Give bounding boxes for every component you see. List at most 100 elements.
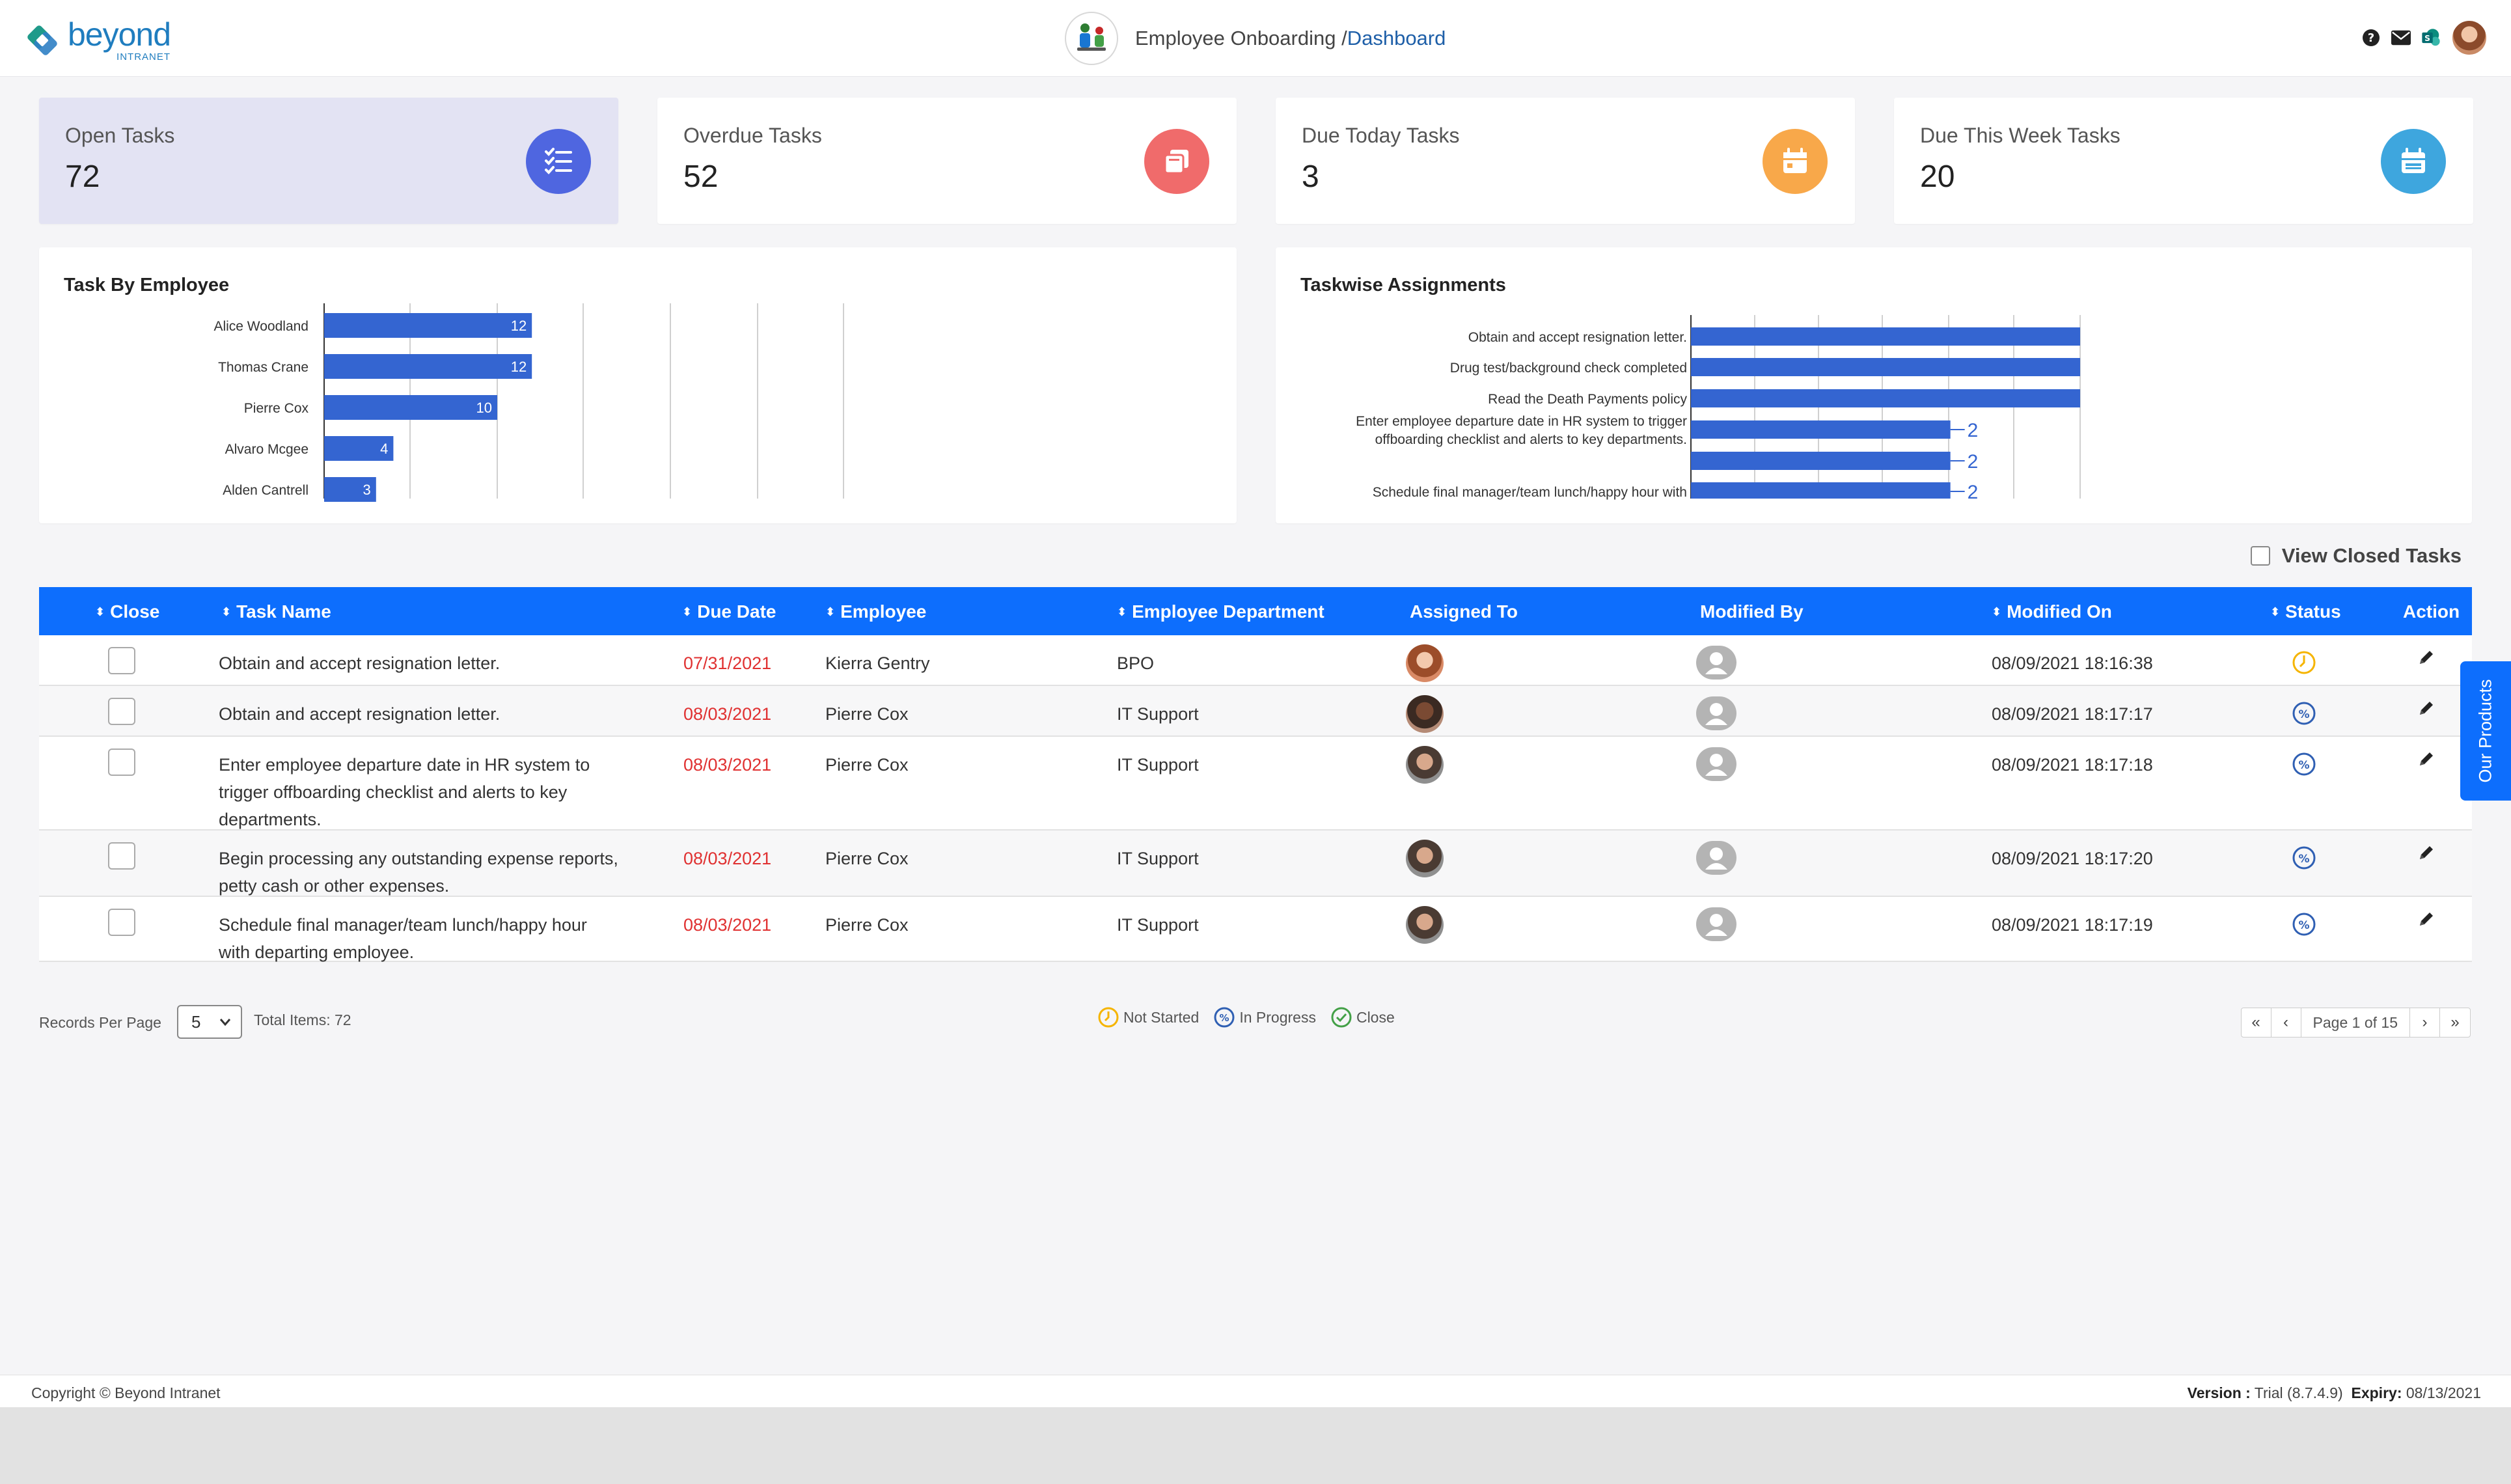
category-label: Alice Woodland — [213, 319, 309, 334]
our-products-tab[interactable]: Our Products — [2460, 661, 2511, 801]
mail-icon[interactable] — [2391, 28, 2411, 48]
category-label: Obtain and accept resignation letter. — [1468, 330, 1687, 345]
assigned-to-avatar[interactable] — [1406, 746, 1444, 784]
assigned-to-avatar[interactable] — [1406, 644, 1444, 682]
taskwise-assignments-chart: Obtain and accept resignation letter. Dru… — [1356, 315, 2187, 523]
records-per-page-select[interactable]: 5 — [177, 1005, 242, 1039]
view-closed-tasks-toggle[interactable]: View Closed Tasks — [2250, 544, 2462, 568]
edit-pencil-icon[interactable] — [2416, 749, 2437, 769]
task-name-cell: Obtain and accept resignation letter. — [219, 650, 648, 677]
close-task-checkbox[interactable] — [108, 647, 135, 674]
not-started-icon[interactable] — [2291, 650, 2317, 676]
category-label: Enter employee departure date in HR syst… — [1356, 414, 1687, 429]
stat-label: Due This Week Tasks — [1920, 124, 2120, 147]
sort-icon: ⬍ — [1992, 605, 2002, 618]
user-avatar[interactable] — [2451, 20, 2488, 56]
assigned-to-avatar[interactable] — [1406, 906, 1444, 944]
modified-by-avatar-icon[interactable] — [1696, 841, 1736, 875]
stat-card-open-tasks[interactable]: Open Tasks 72 — [39, 98, 618, 224]
column-header-status[interactable]: ⬍ Status — [2270, 601, 2341, 622]
column-header-due-date[interactable]: ⬍ Due Date — [682, 601, 776, 622]
employee-cell: Pierre Cox — [825, 849, 909, 868]
table-row[interactable]: Obtain and accept resignation letter. 07/… — [39, 635, 2472, 686]
next-page-button[interactable]: › — [2410, 1008, 2440, 1037]
edit-pencil-icon[interactable] — [2416, 698, 2437, 719]
edit-pencil-icon[interactable] — [2416, 842, 2437, 863]
footer: Copyright © Beyond Intranet Version : Tr… — [0, 1375, 2511, 1407]
column-header-employee[interactable]: ⬍ Employee — [825, 601, 927, 622]
stat-card-overdue-tasks[interactable]: Overdue Tasks 52 — [657, 98, 1237, 224]
svg-text:%: % — [2298, 919, 2309, 932]
in-progress-icon: % — [1214, 1007, 1235, 1028]
last-page-button[interactable]: » — [2450, 1013, 2460, 1031]
beyond-intranet-logo[interactable]: beyond INTRANET — [22, 18, 171, 62]
modified-by-avatar-icon[interactable] — [1696, 646, 1736, 680]
table-row[interactable]: Schedule final manager/team lunch/happy … — [39, 897, 2472, 962]
view-closed-checkbox[interactable] — [2250, 546, 2270, 566]
due-date-cell: 07/31/2021 — [683, 653, 772, 673]
task-name-line: Schedule final manager/team lunch/happy … — [219, 915, 587, 935]
task-name-cell: Schedule final manager/team lunch/happy … — [219, 911, 648, 966]
edit-pencil-icon[interactable] — [2416, 647, 2437, 668]
employee-cell: Pierre Cox — [825, 755, 909, 775]
first-page-button[interactable]: « — [2242, 1008, 2271, 1037]
modified-on-cell: 08/09/2021 18:17:19 — [1992, 915, 2153, 935]
column-header-close[interactable]: ⬍ Close — [95, 601, 160, 622]
stat-value: 20 — [1920, 159, 1955, 194]
data-label: 3 — [363, 482, 371, 498]
task-name-line: departments. — [219, 810, 322, 829]
employee-cell: Kierra Gentry — [825, 653, 930, 673]
data-label: 2 — [1968, 482, 1979, 503]
svg-text:%: % — [1220, 1012, 1229, 1024]
breadcrumb-dashboard[interactable]: Dashboard — [1347, 27, 1446, 49]
chevron-down-icon — [219, 1019, 231, 1026]
in-progress-icon[interactable]: % — [2291, 845, 2317, 871]
bar — [1691, 420, 1951, 439]
task-by-employee-card: Task By Employee Alice Woodland 12 Thomas … — [39, 247, 1237, 523]
page-bottom-area — [0, 1407, 2511, 1484]
legend-close: Close — [1330, 1006, 1395, 1028]
column-header-department[interactable]: ⬍ Employee Department — [1117, 601, 1324, 622]
task-name-line: petty cash or other expenses. — [219, 876, 450, 896]
edit-pencil-icon[interactable] — [2416, 909, 2437, 929]
modified-on-cell: 08/09/2021 18:16:38 — [1992, 653, 2153, 673]
close-task-checkbox[interactable] — [108, 749, 135, 776]
view-closed-label: View Closed Tasks — [2281, 544, 2462, 567]
stat-card-due-today[interactable]: Due Today Tasks 3 — [1276, 98, 1855, 224]
column-header-modified-on[interactable]: ⬍ Modified On — [1992, 601, 2112, 622]
help-icon[interactable]: ? — [2361, 28, 2381, 48]
table-row[interactable]: Obtain and accept resignation letter. 08/… — [39, 686, 2472, 737]
modified-by-avatar-icon[interactable] — [1696, 696, 1736, 730]
column-header-action: Action — [2403, 601, 2460, 622]
table-row[interactable]: Begin processing any outstanding expense… — [39, 831, 2472, 897]
close-task-checkbox[interactable] — [108, 909, 135, 936]
tasks-table: ⬍ Close ⬍ Task Name ⬍ Due Date ⬍ Employee ⬍ E… — [39, 587, 2472, 962]
records-per-page-label: Records Per Page — [39, 1014, 161, 1031]
column-header-task-name[interactable]: ⬍ Task Name — [221, 601, 331, 622]
in-progress-icon[interactable]: % — [2291, 911, 2317, 937]
column-header-modified-by[interactable]: Modified By — [1700, 601, 1804, 622]
bar — [1691, 482, 1951, 499]
prev-page-button[interactable]: ‹ — [2271, 1008, 2301, 1037]
modified-on-cell: 08/09/2021 18:17:20 — [1992, 849, 2153, 868]
logo-text: beyond — [68, 16, 171, 53]
column-header-assigned-to[interactable]: Assigned To — [1410, 601, 1518, 622]
assigned-to-avatar[interactable] — [1406, 840, 1444, 877]
modified-by-avatar-icon[interactable] — [1696, 747, 1736, 781]
chart-title: Task By Employee — [64, 275, 230, 295]
in-progress-icon[interactable]: % — [2291, 700, 2317, 726]
in-progress-icon[interactable]: % — [2291, 751, 2317, 777]
table-row[interactable]: Enter employee departure date in HR syst… — [39, 737, 2472, 831]
close-task-checkbox[interactable] — [108, 842, 135, 870]
sharepoint-icon[interactable]: S — [2421, 28, 2441, 48]
stat-card-due-this-week[interactable]: Due This Week Tasks 20 — [1894, 98, 2473, 224]
assigned-to-avatar[interactable] — [1406, 695, 1444, 733]
svg-text:%: % — [2298, 708, 2309, 721]
sort-icon: ⬍ — [1117, 605, 1127, 618]
task-name-cell: Obtain and accept resignation letter. — [219, 700, 648, 728]
close-task-checkbox[interactable] — [108, 698, 135, 725]
copy-icon — [1144, 129, 1209, 194]
header-actions: ? S — [2361, 20, 2488, 56]
modified-by-avatar-icon[interactable] — [1696, 907, 1736, 941]
task-name-cell: Enter employee departure date in HR syst… — [219, 751, 648, 833]
